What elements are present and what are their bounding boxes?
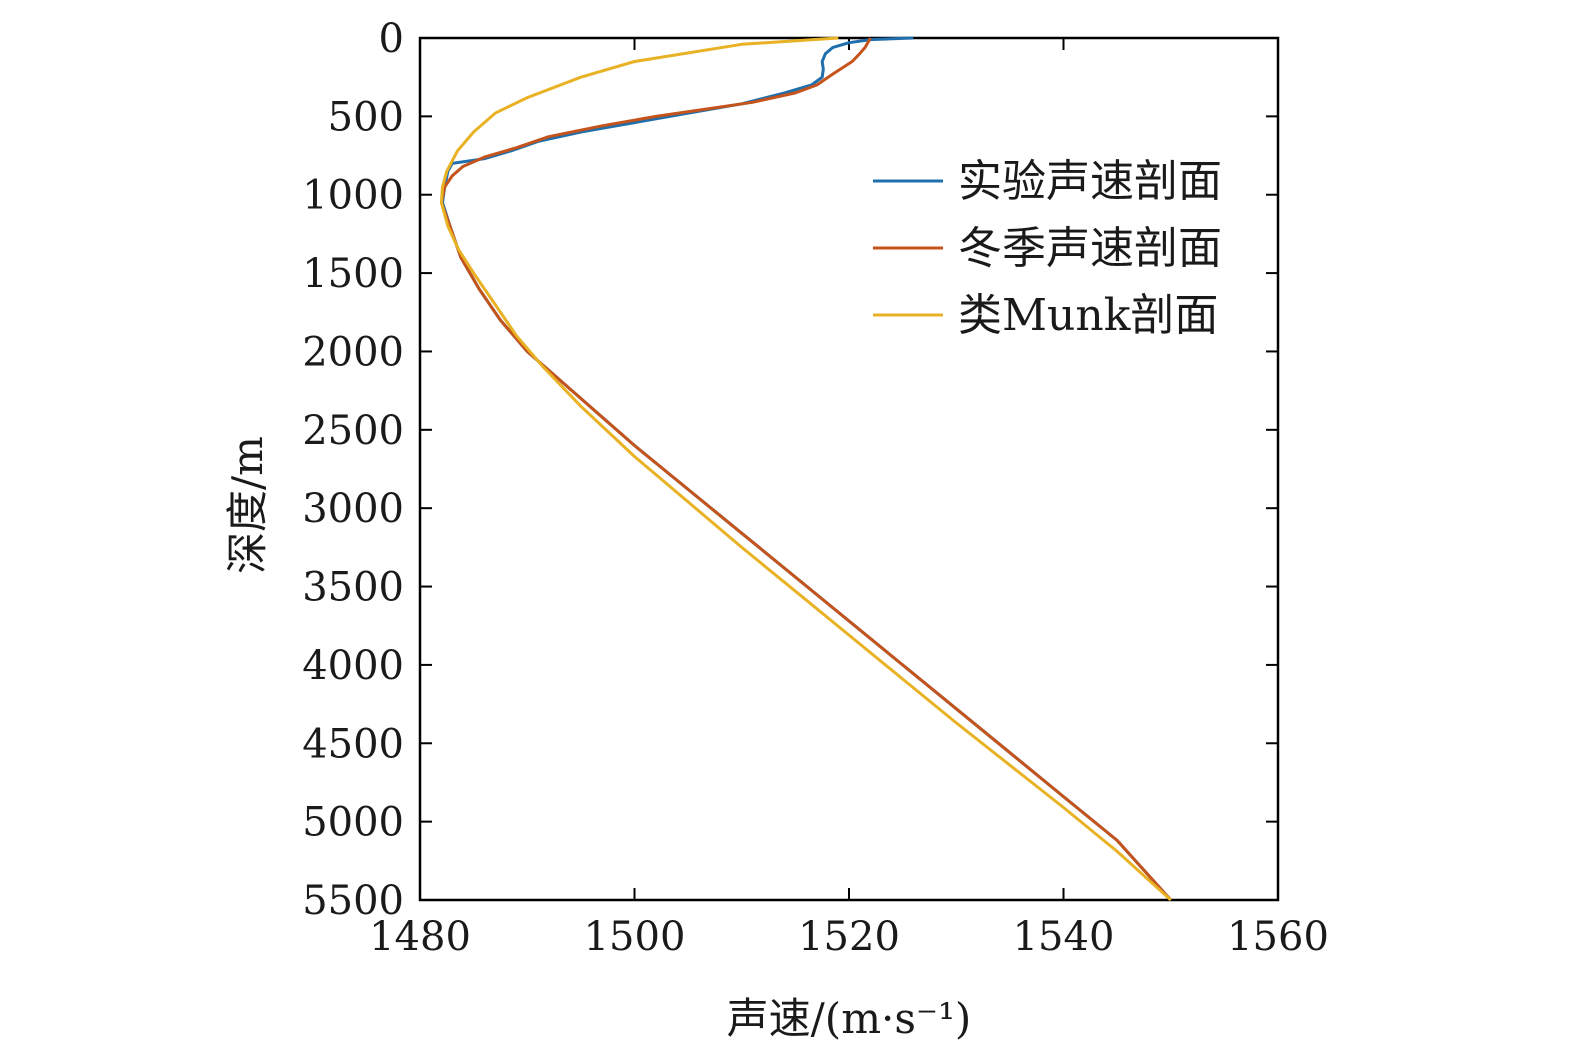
x-tick-label: 1540	[1013, 914, 1115, 960]
x-tick-label: 1480	[369, 914, 471, 960]
x-axis-label: 声速/(m·s⁻¹)	[727, 994, 972, 1043]
x-tick-label: 1520	[798, 914, 900, 960]
legend: 实验声速剖面 冬季声速剖面 类Munk剖面	[873, 156, 1222, 341]
y-tick-label: 5000	[302, 800, 404, 846]
y-tick-label: 3000	[302, 486, 404, 532]
legend-label-munk: 类Munk剖面	[958, 290, 1218, 341]
y-tick-label: 4500	[302, 721, 404, 767]
y-tick-label: 1500	[302, 251, 404, 297]
y-tick-label: 3500	[302, 565, 404, 611]
legend-label-winter: 冬季声速剖面	[958, 223, 1222, 274]
y-tick-label: 2500	[302, 408, 404, 454]
x-tick-label: 1500	[584, 914, 686, 960]
y-tick-label: 2000	[302, 329, 404, 375]
y-tick-label: 4000	[302, 643, 404, 689]
y-axis: 0 500 1000 1500 2000 2500 3000 3500 4000 4500 5000…	[302, 16, 1278, 924]
y-tick-label: 500	[328, 94, 404, 140]
series-lines	[439, 36, 1172, 902]
x-tick-label: 1560	[1227, 914, 1329, 960]
y-tick-label: 1000	[302, 173, 404, 219]
y-tick-label: 5500	[302, 878, 404, 924]
x-axis: 1480 1500 1520 1540 1560	[369, 38, 1329, 960]
y-tick-label: 0	[379, 16, 404, 62]
legend-label-experimental: 实验声速剖面	[958, 156, 1222, 207]
y-axis-label: 深度/m	[223, 436, 272, 574]
series-line-munk	[439, 36, 1172, 902]
